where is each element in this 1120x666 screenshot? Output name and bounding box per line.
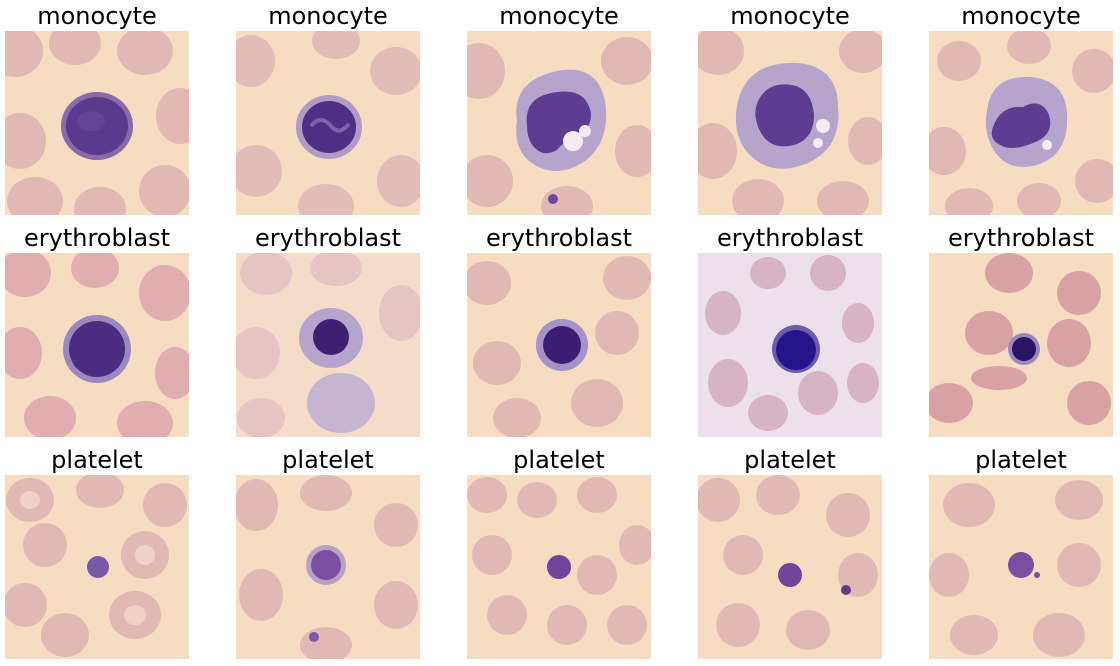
cell-label: platelet: [513, 446, 605, 474]
cell-image: [929, 475, 1113, 659]
cell-label: platelet: [975, 446, 1067, 474]
cell-label: monocyte: [961, 2, 1081, 30]
cell-image: [236, 31, 420, 215]
cell-image: [467, 475, 651, 659]
cell-image: [929, 253, 1113, 437]
cell-label: erythroblast: [23, 224, 170, 252]
cell-image: [698, 253, 882, 437]
cell-image: [5, 475, 189, 659]
cell-image: [236, 475, 420, 659]
cell-image: [698, 31, 882, 215]
cell-label: platelet: [744, 446, 836, 474]
cell-label: erythroblast: [254, 224, 401, 252]
cell-image: [5, 253, 189, 437]
cell-label: platelet: [282, 446, 374, 474]
cell-image: [236, 253, 420, 437]
cell-label: monocyte: [37, 2, 157, 30]
cell-label: erythroblast: [947, 224, 1094, 252]
cell-label: erythroblast: [485, 224, 632, 252]
cell-label: monocyte: [268, 2, 388, 30]
cell-label: erythroblast: [716, 224, 863, 252]
cell-image: [467, 31, 651, 215]
cell-image: [698, 475, 882, 659]
cell-image: [929, 31, 1113, 215]
cell-image: [5, 31, 189, 215]
cell-label: platelet: [51, 446, 143, 474]
cell-label: monocyte: [730, 2, 850, 30]
cell-image: [467, 253, 651, 437]
cell-label: monocyte: [499, 2, 619, 30]
